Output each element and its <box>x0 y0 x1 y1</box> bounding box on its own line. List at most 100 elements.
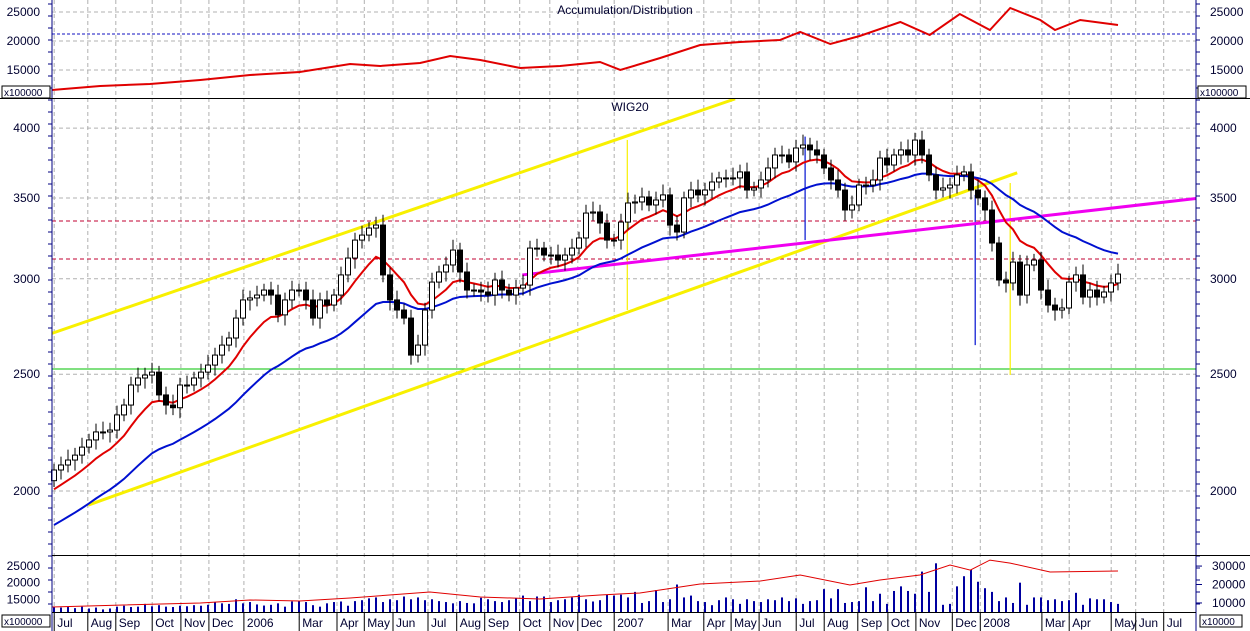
candle-body <box>940 187 946 191</box>
candlestick <box>1080 264 1086 305</box>
candlestick <box>422 302 428 356</box>
candlestick <box>569 238 575 264</box>
candlestick <box>121 398 127 422</box>
candlestick <box>681 191 687 239</box>
candle-body <box>457 249 463 273</box>
candlestick <box>583 204 589 248</box>
candlestick <box>898 141 904 165</box>
candle-body <box>142 374 148 379</box>
candlestick <box>639 187 645 211</box>
candlestick <box>807 137 813 161</box>
candlestick <box>331 288 337 312</box>
candlestick <box>492 272 498 306</box>
candle-body <box>779 154 785 157</box>
candle-body <box>345 257 351 276</box>
candlestick <box>940 177 946 198</box>
candlestick <box>604 213 610 249</box>
candle-body <box>254 294 260 299</box>
candle-body <box>947 184 953 189</box>
price-left-tick-label: 4000 <box>13 121 40 135</box>
candle-body <box>1031 259 1037 266</box>
candlestick <box>1059 298 1065 319</box>
x-axis-label: Aug <box>91 616 112 630</box>
volume-right-multiplier: x10000 <box>1202 617 1235 628</box>
candlestick <box>1038 251 1044 300</box>
candlestick <box>1094 280 1100 306</box>
candle-body <box>800 144 806 149</box>
candlestick <box>79 437 85 464</box>
candlestick <box>373 216 379 238</box>
candle-body <box>772 154 778 169</box>
volume-left-tick-label: 15000 <box>7 592 41 606</box>
candlestick <box>338 266 344 305</box>
candle-body <box>436 271 442 283</box>
candle-body <box>1066 281 1072 309</box>
candle-body <box>737 171 743 179</box>
candle-body <box>198 371 204 379</box>
x-axis-label: Oct <box>523 616 542 630</box>
candlestick <box>310 289 316 326</box>
candlestick <box>1045 279 1051 313</box>
candlestick <box>457 242 463 283</box>
candle-body <box>555 254 561 261</box>
candle-body <box>128 384 134 406</box>
candlestick <box>247 290 253 311</box>
candle-body <box>1094 289 1100 298</box>
candle-body <box>471 289 477 292</box>
x-axis-label: 2007 <box>617 616 644 630</box>
candlestick <box>751 181 757 197</box>
candlestick <box>947 177 953 199</box>
candle-body <box>1052 304 1058 311</box>
candlestick <box>863 176 869 195</box>
candlestick <box>268 281 274 305</box>
candlestick <box>618 213 624 250</box>
candlestick <box>240 289 246 326</box>
candle-body <box>870 179 876 186</box>
candlestick <box>317 292 323 329</box>
candlestick <box>408 309 414 365</box>
candlestick <box>527 240 533 296</box>
candle-body <box>548 254 554 257</box>
candlestick <box>688 181 694 208</box>
candlestick <box>226 331 232 352</box>
candle-body <box>100 431 106 434</box>
volume-right-tick-label: 10000 <box>1212 596 1246 610</box>
candle-body <box>429 281 435 311</box>
candle-body <box>93 431 99 441</box>
candlestick <box>205 354 211 380</box>
candle-body <box>884 157 890 166</box>
candle-body <box>394 299 400 311</box>
candlestick <box>107 422 113 443</box>
candle-body <box>268 289 274 296</box>
price-right-tick-label: 2000 <box>1210 484 1237 498</box>
candle-body <box>191 377 197 386</box>
candlestick <box>324 290 330 314</box>
candlestick <box>464 262 470 299</box>
candlestick <box>282 292 288 326</box>
candlestick <box>450 239 456 273</box>
candle-body <box>114 414 120 431</box>
candle-body <box>331 294 337 306</box>
candlestick <box>933 166 939 200</box>
candle-body <box>240 299 246 319</box>
candle-body <box>247 297 253 301</box>
candle-body <box>646 196 652 206</box>
candlestick <box>163 386 169 415</box>
candle-body <box>618 221 624 241</box>
candlestick <box>730 167 736 186</box>
volume-right-multiplier-box <box>1199 614 1243 628</box>
candlestick <box>632 194 638 214</box>
candle-body <box>877 157 883 181</box>
candlestick <box>835 169 841 198</box>
x-axis-label: Sep <box>488 616 510 630</box>
candlestick <box>506 283 512 302</box>
x-axis-label: Oct <box>891 616 910 630</box>
candlestick <box>345 247 351 283</box>
price-left-tick-label: 3500 <box>13 191 40 205</box>
candle-body <box>226 337 232 346</box>
candle-body <box>702 189 708 196</box>
candle-body <box>387 274 393 301</box>
candlestick <box>114 405 120 439</box>
candle-body <box>261 289 267 296</box>
ad-right-multiplier: x100000 <box>1200 88 1239 99</box>
